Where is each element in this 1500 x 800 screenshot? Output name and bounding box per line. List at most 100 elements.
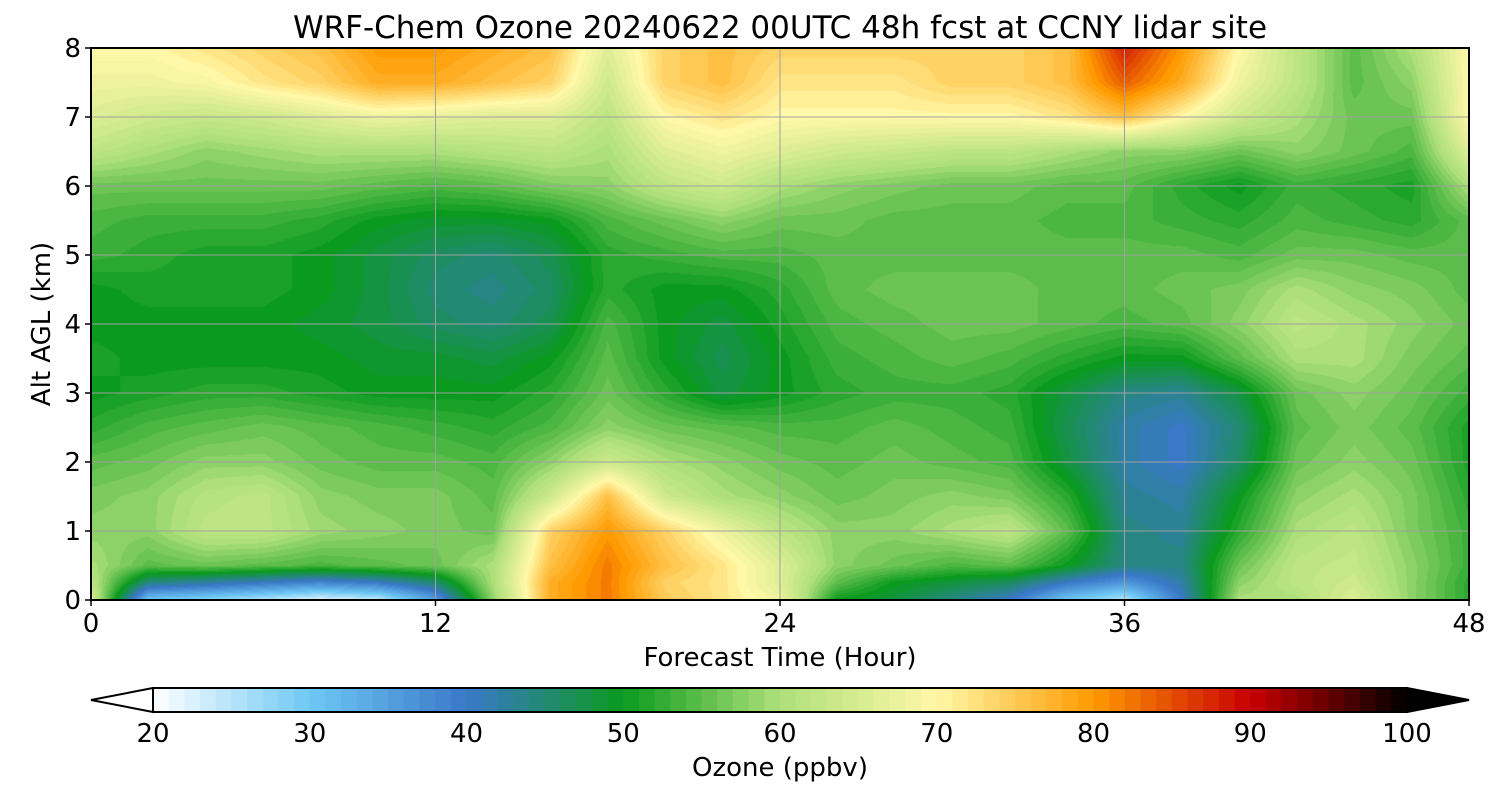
colorbar-swatch — [1156, 688, 1173, 712]
colorbar-swatch — [200, 688, 217, 712]
colorbar-swatch — [1015, 688, 1032, 712]
colorbar-swatch — [936, 688, 954, 712]
y-tick-label: 0 — [64, 586, 81, 616]
colorbar-swatch — [591, 688, 609, 712]
colorbar-tick-label: 80 — [1077, 719, 1110, 749]
colorbar-swatch — [670, 688, 687, 712]
colorbar-swatch — [968, 688, 985, 712]
x-tick-label: 0 — [83, 609, 100, 639]
colorbar-swatch — [717, 688, 734, 712]
y-axis-label: Alt AGL (km) — [27, 242, 57, 406]
colorbar-tick-label: 30 — [293, 719, 326, 749]
colorbar-swatch — [701, 688, 718, 712]
colorbar-swatch — [1391, 688, 1408, 712]
colorbar-swatch — [685, 688, 703, 712]
colorbar-swatch — [889, 688, 906, 712]
colorbar-swatch — [184, 688, 201, 712]
colorbar-swatch — [278, 688, 295, 712]
colorbar-tick-label: 60 — [763, 719, 796, 749]
x-axis-label: Forecast Time (Hour) — [643, 643, 916, 673]
colorbar-swatch — [874, 688, 891, 712]
colorbar-swatch — [247, 688, 264, 712]
colorbar-swatch — [780, 688, 797, 712]
colorbar-swatch — [638, 688, 656, 712]
y-tick-label: 8 — [64, 34, 81, 64]
colorbar-swatches — [153, 688, 1408, 712]
colorbar-swatch — [529, 688, 546, 712]
y-tick-label: 1 — [64, 517, 81, 547]
colorbar-swatch — [309, 688, 327, 712]
colorbar-swatch — [607, 688, 624, 712]
colorbar-swatch — [356, 688, 374, 712]
colorbar-swatch — [1093, 688, 1110, 712]
plot-area — [90, 47, 1470, 601]
colorbar-swatch — [999, 688, 1016, 712]
colorbar-swatch — [231, 688, 248, 712]
colorbar-swatch — [450, 688, 468, 712]
y-tick-label: 2 — [64, 448, 81, 478]
colorbar-extend-low — [90, 686, 154, 714]
colorbar-swatch — [435, 688, 452, 712]
colorbar-swatch — [1250, 688, 1267, 712]
grid-lines — [91, 48, 1469, 600]
colorbar-swatch — [560, 688, 577, 712]
colorbar-swatch — [215, 688, 232, 712]
colorbar-ticks: 20 30 40 50 60 70 80 90 100 — [136, 719, 1431, 749]
colorbar-swatch — [1375, 688, 1392, 712]
x-tick-label: 36 — [1108, 609, 1141, 639]
colorbar-swatch — [153, 688, 170, 712]
colorbar-swatch — [732, 688, 750, 712]
colorbar-swatch — [482, 688, 499, 712]
colorbar-swatch — [294, 688, 311, 712]
colorbar-swatch — [168, 688, 185, 712]
colorbar-swatch — [905, 688, 922, 712]
colorbar: 20 30 40 50 60 70 80 90 100 Ozone (ppbv) — [90, 686, 1470, 783]
y-tick-label: 7 — [64, 103, 81, 133]
colorbar-tick-label: 100 — [1382, 719, 1432, 749]
colorbar-swatch — [1062, 688, 1079, 712]
x-tick-label: 12 — [419, 609, 452, 639]
colorbar-swatch — [1281, 688, 1298, 712]
x-tick-label: 24 — [763, 609, 796, 639]
x-axis-ticks: 0 12 24 36 48 — [83, 600, 1486, 639]
colorbar-swatch — [403, 688, 421, 712]
colorbar-swatch — [1234, 688, 1251, 712]
colorbar-tick-label: 20 — [136, 719, 169, 749]
colorbar-swatch — [1140, 688, 1157, 712]
colorbar-swatch — [1265, 688, 1283, 712]
colorbar-swatch — [513, 688, 530, 712]
colorbar-swatch — [842, 688, 859, 712]
colorbar-label: Ozone (ppbv) — [692, 753, 868, 783]
colorbar-swatch — [1187, 688, 1204, 712]
colorbar-tick-label: 90 — [1234, 719, 1267, 749]
colorbar-frame — [152, 687, 1408, 713]
colorbar-swatch — [827, 688, 844, 712]
colorbar-swatch — [1030, 688, 1048, 712]
colorbar-swatch — [1109, 688, 1126, 712]
chart-title: WRF-Chem Ozone 20240622 00UTC 48h fcst a… — [293, 10, 1267, 46]
colorbar-swatch — [1328, 688, 1345, 712]
colorbar-swatch — [1171, 688, 1189, 712]
colorbar-swatch — [544, 688, 562, 712]
colorbar-swatch — [654, 688, 671, 712]
colorbar-swatch — [748, 688, 765, 712]
colorbar-swatch — [372, 688, 389, 712]
colorbar-tick-label: 50 — [607, 719, 640, 749]
colorbar-swatch — [1312, 688, 1330, 712]
y-tick-label: 5 — [64, 241, 81, 271]
colorbar-swatch — [1046, 688, 1063, 712]
x-tick-label: 48 — [1452, 609, 1485, 639]
colorbar-swatch — [1359, 688, 1377, 712]
colorbar-swatch — [341, 688, 358, 712]
colorbar-extend-high — [1406, 686, 1470, 714]
colorbar-tick-label: 40 — [450, 719, 483, 749]
colorbar-swatch — [623, 688, 640, 712]
colorbar-swatch — [764, 688, 781, 712]
y-tick-label: 4 — [64, 310, 81, 340]
colorbar-swatch — [388, 688, 405, 712]
y-tick-label: 6 — [64, 172, 81, 202]
colorbar-swatch — [811, 688, 828, 712]
y-axis-ticks: 0 1 2 3 4 5 6 7 8 — [64, 34, 91, 616]
colorbar-swatch — [576, 688, 593, 712]
